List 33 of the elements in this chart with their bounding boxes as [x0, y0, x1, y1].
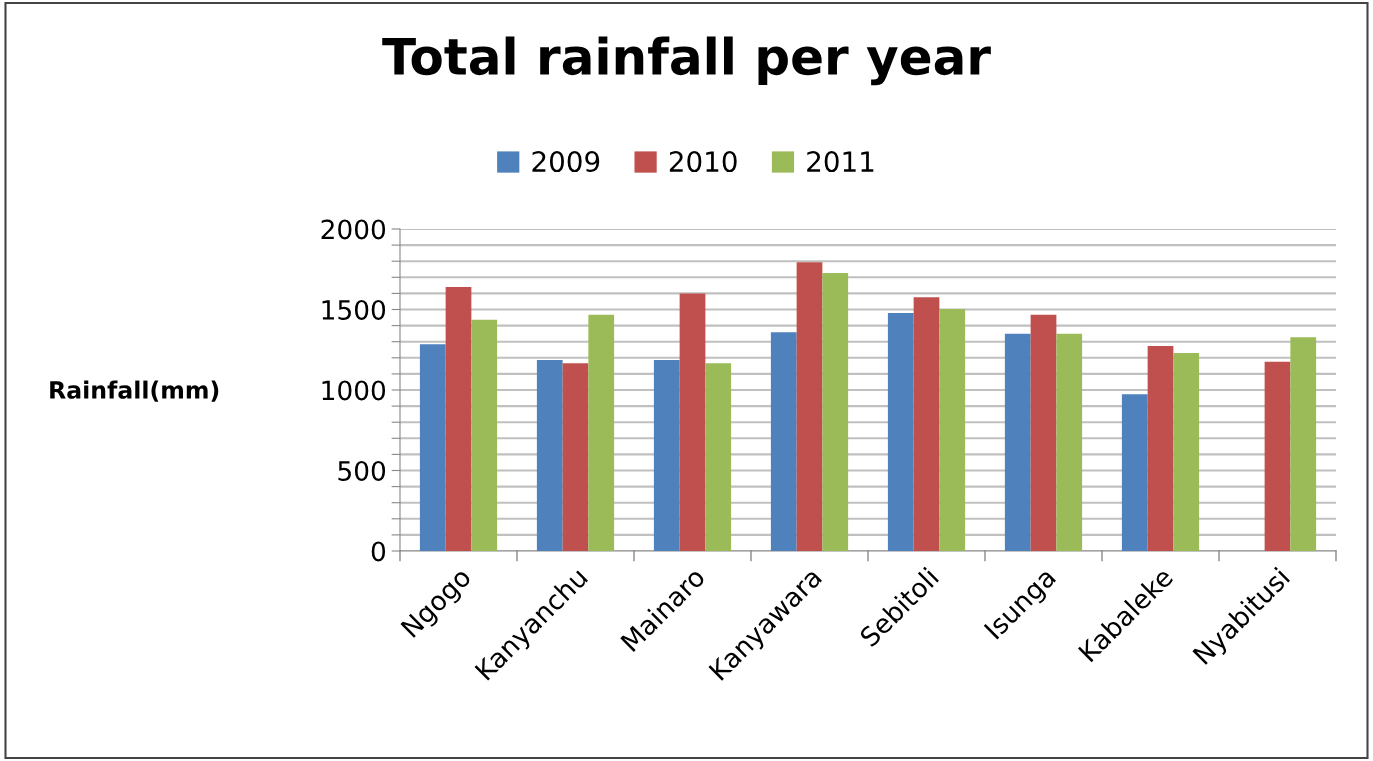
bar — [822, 272, 849, 551]
bar — [1147, 346, 1174, 551]
bar — [1290, 337, 1317, 551]
y-tick-label: 1000 — [322, 380, 386, 401]
bar — [588, 314, 615, 551]
legend-label: 2011 — [807, 151, 874, 173]
y-tick-label: 500 — [338, 460, 386, 481]
bar — [887, 313, 914, 551]
bar — [1173, 352, 1200, 551]
bar — [1056, 333, 1083, 551]
bar — [913, 297, 940, 551]
y-tick-label: 1500 — [322, 299, 386, 320]
bar — [679, 293, 706, 551]
bar — [1004, 333, 1031, 551]
chart-title: Total rainfall per year — [382, 36, 991, 86]
legend-label: 2009 — [532, 151, 600, 173]
bar — [562, 363, 589, 551]
bar — [939, 309, 966, 551]
bar — [770, 332, 797, 551]
bar — [1264, 361, 1291, 551]
bar — [653, 360, 680, 551]
bar — [705, 363, 732, 551]
legend-label: 2010 — [669, 151, 737, 173]
bar — [796, 262, 823, 551]
bar — [471, 319, 498, 551]
y-tick-label: 2000 — [321, 219, 386, 240]
bar — [1030, 314, 1057, 551]
y-axis-title: Rainfall(mm) — [50, 380, 219, 402]
bar — [1121, 394, 1148, 551]
y-tick-label: 0 — [371, 541, 386, 562]
bar — [536, 360, 563, 551]
bar — [445, 286, 472, 551]
bar — [419, 344, 446, 551]
